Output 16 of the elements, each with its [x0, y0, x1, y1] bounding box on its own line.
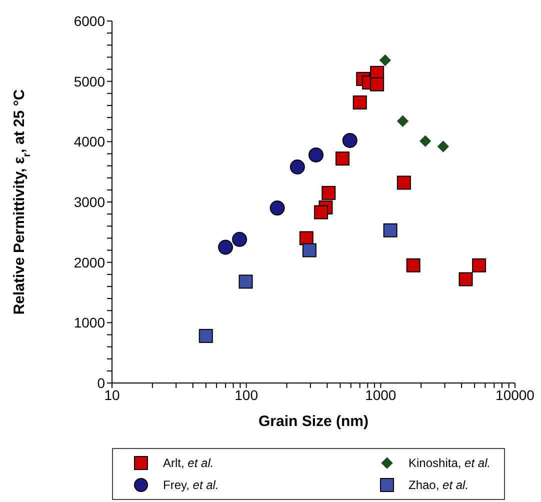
y-tick-label: 6000	[74, 12, 106, 29]
x-tick-label: 100	[234, 386, 258, 403]
x-tick-label: 10000	[496, 386, 535, 403]
y-tick-label: 2000	[74, 254, 106, 270]
legend-label: Kinoshita, et al.	[408, 456, 491, 470]
x-tick-label: 1000	[365, 386, 396, 403]
x-tick-label: 10	[104, 386, 120, 403]
y-tick-label: 1000	[74, 314, 106, 331]
legend-label: Arlt, et al.	[163, 456, 214, 470]
y-tick-label: 0	[97, 374, 106, 391]
y-tick-label: 5000	[74, 73, 106, 90]
x-axis-title: Grain Size (nm)	[258, 413, 369, 430]
y-tick-label: 3000	[74, 194, 106, 210]
y-tick-label: 4000	[74, 134, 106, 150]
legend-label: Zhao, et al.	[408, 478, 469, 492]
legend-label: Frey, et al.	[163, 478, 219, 492]
